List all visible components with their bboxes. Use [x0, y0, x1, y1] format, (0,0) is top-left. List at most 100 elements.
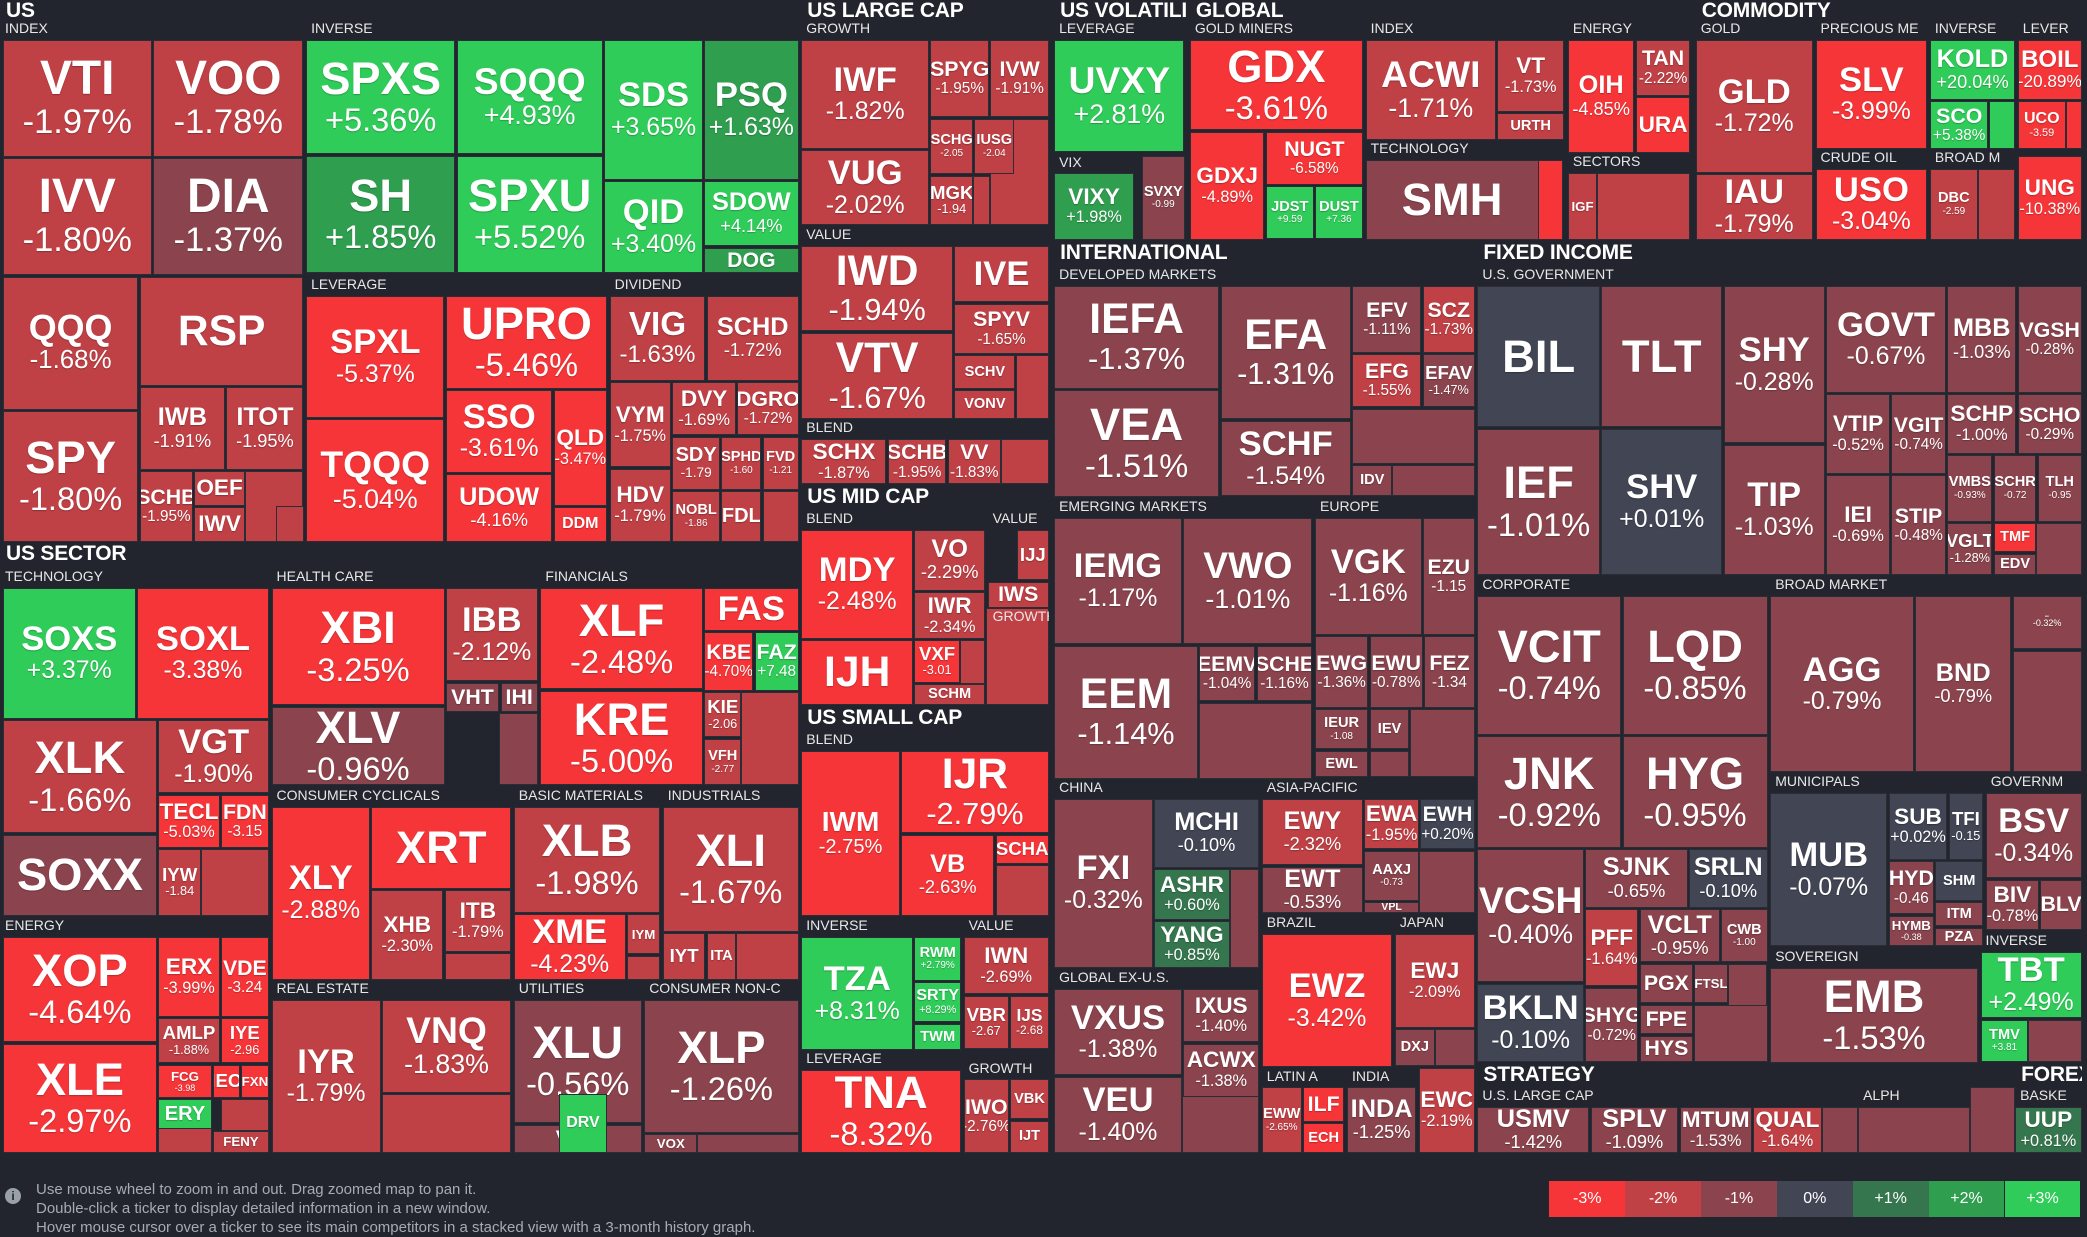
ticker-tile[interactable]: FEZ -1.34 [1424, 636, 1475, 709]
ticker-tile[interactable]: SCHG -2.05 [930, 118, 973, 175]
ticker-tile[interactable]: VBK [1010, 1079, 1049, 1120]
ticker-tile[interactable]: XLV -0.96% [271, 706, 445, 786]
ticker-tile[interactable]: BKLN -0.10% [1477, 983, 1584, 1063]
subsection-header[interactable]: UTILITIES [518, 979, 585, 996]
ticker-tile[interactable]: IVE [954, 246, 1049, 303]
ticker-tile[interactable]: IJT [1010, 1120, 1049, 1153]
ticker-tile[interactable]: SCHD -1.72% [706, 295, 799, 381]
ticker-tile[interactable]: BIL [1477, 286, 1600, 428]
ticker-tile[interactable]: VOX [644, 1134, 698, 1153]
ticker-tile[interactable]: FXI -0.32% [1054, 798, 1153, 968]
ticker-tile[interactable]: EMB -1.53% [1770, 967, 1978, 1064]
ticker-tile[interactable]: XLB -1.98% [513, 806, 661, 914]
ticker-tile[interactable]: SH +1.85% [306, 155, 456, 273]
ticker-tile[interactable]: IXUS -1.40% [1183, 988, 1260, 1043]
ticker-tile[interactable]: IEUR -1.08 [1315, 709, 1369, 750]
subsection-header[interactable]: TECHNOLOGY [5, 568, 104, 585]
subsection-header[interactable]: VALUE [806, 226, 852, 243]
subsection-header[interactable]: GROWTH [806, 20, 871, 36]
subsection-header[interactable]: CRUDE OIL [1820, 149, 1897, 166]
ticker-tile[interactable]: IWB -1.91% [139, 387, 225, 470]
ticker-tile[interactable]: IWN -2.69% [963, 937, 1049, 995]
ticker-tile[interactable]: XHB -2.30% [371, 890, 444, 980]
ticker-tile[interactable]: VHT [445, 682, 500, 713]
ticker-tile[interactable]: SHV +0.01% [1601, 428, 1723, 575]
ticker-tile[interactable]: VONV [954, 390, 1016, 420]
subsection-header[interactable]: INDEX [1370, 20, 1414, 36]
subsection-header[interactable]: BROAD MARKET [1775, 576, 1888, 593]
minor-tile-cluster[interactable] [1000, 439, 1049, 485]
ticker-tile[interactable]: DRV [559, 1094, 607, 1153]
ticker-tile[interactable]: TZA +8.31% [801, 937, 914, 1051]
ticker-tile[interactable]: TLH -0.95 [2037, 455, 2082, 522]
section-header[interactable]: US VOLATILI [1060, 0, 1188, 20]
ticker-tile[interactable]: EEM -1.14% [1054, 645, 1198, 779]
ticker-tile[interactable]: VT -1.73% [1497, 39, 1564, 112]
ticker-tile[interactable]: TAN -2.22% [1635, 39, 1691, 96]
ticker-tile[interactable]: QQQ -1.68% [2, 276, 139, 410]
ticker-tile[interactable]: VDE -3.24 [220, 937, 269, 1017]
minor-tile-cluster[interactable] [1977, 169, 2016, 240]
ticker-tile[interactable]: URA [1635, 97, 1691, 154]
ticker-tile[interactable]: DVY -1.69% [672, 382, 737, 436]
minor-tile-cluster[interactable] [986, 608, 1049, 706]
subsection-header[interactable]: SECTORS [1572, 153, 1641, 170]
ticker-tile[interactable]: SCHA [995, 834, 1049, 864]
ticker-tile[interactable]: EFV -1.11% [1352, 286, 1422, 353]
ticker-tile[interactable]: OIH -4.85% [1567, 39, 1635, 153]
ticker-tile[interactable]: SHYG-0.72% [1585, 987, 1639, 1063]
ticker-tile[interactable]: SPXL -5.37% [306, 295, 445, 418]
subsection-header[interactable]: VIX [1059, 154, 1082, 171]
ticker-tile[interactable]: VTV -1.67% [801, 332, 953, 420]
ticker-tile[interactable]: EWA -1.95% [1364, 798, 1419, 850]
ticker-tile[interactable]: VTI -1.97% [2, 39, 152, 157]
ticker-tile[interactable]: XLI -1.67% [662, 806, 799, 932]
ticker-tile[interactable]: UCO -3.59 [2017, 101, 2066, 150]
ticker-tile[interactable]: VIXY +1.98% [1054, 173, 1134, 240]
ticker-tile[interactable]: MBB -1.03% [1947, 286, 2017, 393]
subsection-header[interactable]: CHINA [1059, 778, 1103, 795]
subsection-header[interactable]: BRAZIL [1266, 914, 1316, 931]
ticker-tile[interactable]: IYW -1.84 [158, 849, 201, 916]
minor-tile-cluster[interactable] [1409, 709, 1475, 778]
ticker-tile[interactable]: SCHE -1.16% [1256, 645, 1313, 702]
minor-tile-cluster[interactable] [220, 1099, 269, 1132]
ticker-tile[interactable]: SMH [1365, 159, 1539, 240]
ticker-tile[interactable]: ACWI -1.71% [1365, 39, 1496, 140]
section-header[interactable]: STRATEGY [1483, 1063, 1595, 1084]
ticker-tile[interactable]: SHM [1935, 861, 1984, 902]
ticker-tile[interactable]: UNG -10.38% [2017, 155, 2082, 240]
subsection-header[interactable]: GROWTH [968, 1059, 1033, 1076]
minor-tile-cluster[interactable] [1694, 1004, 1768, 1063]
ticker-tile[interactable]: BND -0.79% [1915, 596, 2012, 772]
ticker-tile[interactable]: VXF -3.01 [914, 640, 960, 683]
minor-tile-cluster[interactable] [499, 713, 538, 786]
ticker-tile[interactable]: VEA -1.51% [1054, 390, 1220, 497]
ticker-tile[interactable]: ITOT -1.95% [226, 387, 304, 470]
ticker-tile[interactable]: EFAV -1.47% [1422, 354, 1475, 408]
subsection-header[interactable]: JAPAN [1399, 914, 1444, 931]
ticker-tile[interactable]: PZA [1935, 927, 1984, 947]
ticker-tile[interactable]: XLF -2.48% [540, 588, 703, 690]
ticker-tile[interactable]: VWO -1.01% [1183, 517, 1313, 645]
ticker-tile[interactable]: FENY [213, 1131, 269, 1153]
minor-tile-cluster[interactable] [741, 692, 799, 786]
ticker-tile[interactable]: EWH +0.20% [1420, 798, 1475, 850]
ticker-tile[interactable]: IYE -2.96 [220, 1018, 269, 1064]
ticker-tile[interactable]: HYMB -0.38 [1888, 915, 1934, 947]
ticker-tile[interactable]: VGLT -1.28% [1947, 523, 1993, 575]
ticker-tile[interactable]: IJJ [1016, 529, 1049, 581]
subsection-header[interactable]: GROWTH [992, 608, 1049, 625]
ticker-tile[interactable]: VCLT -0.95% [1639, 909, 1720, 963]
ticker-tile[interactable]: FAZ +7.48 [754, 632, 799, 691]
minor-tile-cluster[interactable] [1199, 702, 1313, 779]
ticker-tile[interactable]: SCHB-1.95% [139, 471, 193, 542]
ticker-tile[interactable]: GDXJ -4.89% [1189, 131, 1265, 240]
subsection-header[interactable]: SOVEREIGN [1775, 947, 1859, 964]
subsection-header[interactable]: INDUSTRIALS [667, 786, 761, 803]
ticker-tile[interactable]: SOXS +3.37% [2, 588, 136, 719]
ticker-tile[interactable]: VFH -2.77 [704, 738, 742, 786]
subsection-header[interactable]: BASIC MATERIALS [518, 786, 644, 803]
ticker-tile[interactable]: VMBS -0.93% [1947, 455, 1993, 522]
ticker-tile[interactable]: AMLP -1.88% [158, 1018, 220, 1064]
